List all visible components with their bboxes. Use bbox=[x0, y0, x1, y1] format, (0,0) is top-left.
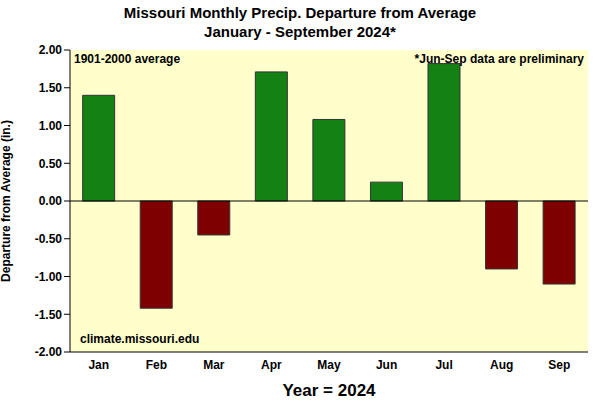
svg-text:Sep: Sep bbox=[548, 358, 570, 372]
svg-text:0.00: 0.00 bbox=[39, 194, 63, 208]
svg-text:Departure from Average (in.): Departure from Average (in.) bbox=[8, 120, 13, 282]
svg-text:0.50: 0.50 bbox=[39, 157, 63, 171]
html-text:January - September 2024*: January - September 2024* bbox=[204, 23, 396, 40]
svg-text:Apr: Apr bbox=[261, 358, 282, 372]
html-text:*Jun-Sep data are preliminary: *Jun-Sep data are preliminary bbox=[414, 52, 584, 66]
svg-text:May: May bbox=[317, 358, 341, 372]
svg-text:Aug: Aug bbox=[490, 358, 513, 372]
html-text:climate.missouri.edu: climate.missouri.edu bbox=[80, 332, 200, 346]
svg-text:Jan: Jan bbox=[88, 358, 109, 372]
svg-text:-1.50: -1.50 bbox=[35, 308, 63, 322]
svg-text:Jul: Jul bbox=[435, 358, 452, 372]
svg-text:Jun: Jun bbox=[376, 358, 397, 372]
svg-text:-0.50: -0.50 bbox=[35, 232, 63, 246]
svg-text:1.00: 1.00 bbox=[39, 119, 63, 133]
html-text:1901-2000 average: 1901-2000 average bbox=[74, 52, 181, 66]
svg-text:-2.00: -2.00 bbox=[35, 345, 63, 359]
svg-text:Feb: Feb bbox=[146, 358, 167, 372]
svg-text:1.50: 1.50 bbox=[39, 81, 63, 95]
html-text:Missouri Monthly Precip. Depar: Missouri Monthly Precip. Departure from … bbox=[123, 4, 477, 21]
svg-text:2.00: 2.00 bbox=[39, 43, 63, 57]
svg-text:Mar: Mar bbox=[203, 358, 225, 372]
svg-text:-1.00: -1.00 bbox=[35, 270, 63, 284]
html-text:Year = 2024: Year = 2024 bbox=[282, 381, 376, 400]
